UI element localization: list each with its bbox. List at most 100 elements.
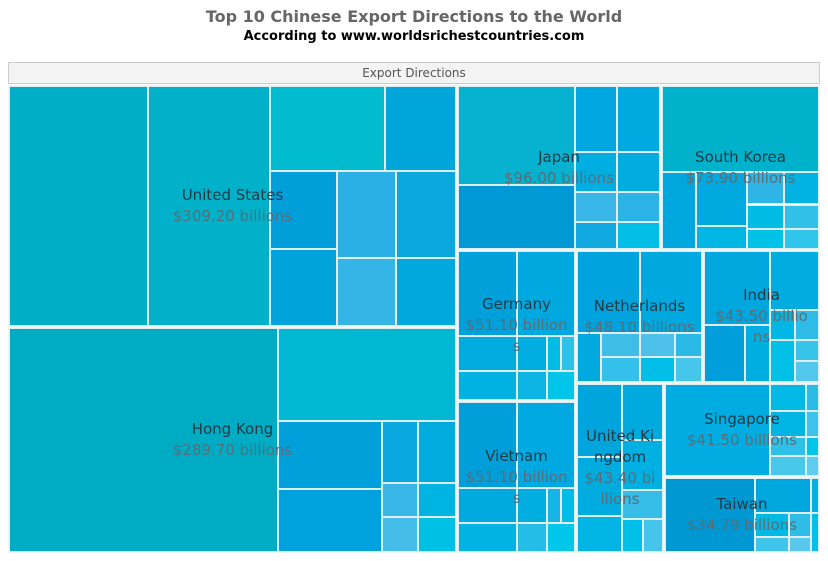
treemap-cell[interactable] bbox=[704, 251, 770, 325]
treemap-cell[interactable] bbox=[382, 482, 418, 518]
treemap-cell[interactable] bbox=[547, 335, 562, 372]
treemap-cell[interactable] bbox=[458, 251, 517, 336]
treemap-cell[interactable] bbox=[789, 537, 812, 552]
treemap-cell[interactable] bbox=[418, 421, 456, 483]
treemap-cell[interactable] bbox=[577, 251, 640, 333]
treemap-cell[interactable] bbox=[385, 86, 456, 172]
treemap-cell[interactable] bbox=[769, 411, 807, 438]
treemap-cell[interactable] bbox=[794, 360, 819, 382]
treemap-cell[interactable] bbox=[621, 519, 644, 552]
treemap-cell[interactable] bbox=[561, 487, 575, 524]
treemap-cell[interactable] bbox=[458, 371, 517, 400]
treemap-cell[interactable] bbox=[617, 86, 660, 153]
treemap-cell[interactable] bbox=[794, 339, 819, 361]
treemap-cell[interactable] bbox=[621, 440, 663, 490]
treemap-cell[interactable] bbox=[769, 339, 795, 382]
treemap-cell[interactable] bbox=[458, 402, 517, 488]
treemap-cell[interactable] bbox=[516, 487, 548, 524]
treemap-cell[interactable] bbox=[617, 191, 660, 223]
treemap-cell[interactable] bbox=[769, 455, 807, 476]
treemap-node-netherlands[interactable]: Netherlands $48.10 billions bbox=[576, 250, 703, 383]
treemap-cell[interactable] bbox=[746, 204, 785, 230]
treemap-cell[interactable] bbox=[695, 171, 747, 227]
treemap-cell[interactable] bbox=[458, 523, 517, 552]
treemap-cell[interactable] bbox=[336, 258, 397, 326]
treemap-cell[interactable] bbox=[746, 229, 785, 249]
treemap-cell[interactable] bbox=[754, 512, 790, 538]
treemap-cell[interactable] bbox=[784, 229, 819, 249]
treemap-cell[interactable] bbox=[458, 335, 517, 372]
treemap-cell[interactable] bbox=[577, 384, 622, 458]
treemap-cell[interactable] bbox=[806, 384, 819, 412]
treemap-cell[interactable] bbox=[336, 171, 397, 259]
treemap-cell[interactable] bbox=[516, 371, 548, 400]
treemap-cell[interactable] bbox=[662, 171, 696, 249]
treemap-cell[interactable] bbox=[396, 258, 456, 326]
treemap-cell[interactable] bbox=[621, 384, 663, 441]
treemap-cell[interactable] bbox=[9, 328, 278, 552]
treemap-cell[interactable] bbox=[516, 335, 548, 372]
treemap-cell[interactable] bbox=[458, 86, 575, 185]
treemap-cell[interactable] bbox=[745, 324, 770, 382]
treemap-cell[interactable] bbox=[662, 86, 819, 172]
treemap-node-south-korea[interactable]: South Korea $73.90 billions bbox=[661, 85, 820, 250]
treemap-cell[interactable] bbox=[577, 516, 622, 552]
treemap-node-japan[interactable]: Japan $96.00 billions bbox=[457, 85, 661, 250]
treemap-cell[interactable] bbox=[148, 86, 271, 326]
treemap-cell[interactable] bbox=[574, 222, 618, 249]
treemap-cell[interactable] bbox=[794, 310, 819, 340]
treemap-node-united-states[interactable]: United States $309.20 billions bbox=[8, 85, 457, 327]
treemap-cell[interactable] bbox=[754, 537, 790, 552]
treemap-cell[interactable] bbox=[547, 487, 562, 524]
treemap-node-taiwan[interactable]: Taiwan $34.79 billions bbox=[664, 477, 820, 553]
treemap-cell[interactable] bbox=[769, 251, 819, 311]
treemap-node-vietnam[interactable]: Vietnam $51.10 billion s bbox=[457, 401, 576, 553]
treemap-cell[interactable] bbox=[516, 402, 575, 488]
treemap-cell[interactable] bbox=[516, 523, 548, 552]
treemap-cell[interactable] bbox=[577, 457, 622, 517]
treemap-cell[interactable] bbox=[458, 487, 517, 524]
treemap-cell[interactable] bbox=[640, 357, 676, 382]
treemap-cell[interactable] bbox=[277, 328, 456, 422]
treemap-cell[interactable] bbox=[617, 152, 660, 192]
treemap-cell[interactable] bbox=[9, 86, 149, 326]
treemap-cell[interactable] bbox=[561, 335, 575, 372]
treemap-cell[interactable] bbox=[382, 421, 418, 483]
treemap-cell[interactable] bbox=[418, 517, 456, 552]
treemap-node-hong-kong[interactable]: Hong Kong $289.70 billions bbox=[8, 327, 457, 553]
treemap-cell[interactable] bbox=[675, 357, 702, 382]
treemap-cell[interactable] bbox=[806, 455, 819, 476]
treemap-cell[interactable] bbox=[754, 478, 812, 513]
treemap-cell[interactable] bbox=[547, 523, 575, 552]
treemap-cell[interactable] bbox=[574, 152, 618, 192]
treemap-cell[interactable] bbox=[643, 519, 663, 552]
treemap-cell[interactable] bbox=[574, 191, 618, 223]
treemap-cell[interactable] bbox=[746, 171, 785, 205]
treemap-cell[interactable] bbox=[277, 488, 383, 552]
treemap-cell[interactable] bbox=[806, 411, 819, 438]
treemap-cell[interactable] bbox=[695, 226, 747, 249]
treemap-node-germany[interactable]: Germany $51.10 billion s bbox=[457, 250, 576, 401]
treemap-node-united-kingdom[interactable]: United Ki ngdom $43.40 bi llions bbox=[576, 383, 664, 553]
treemap-cell[interactable] bbox=[270, 171, 337, 249]
treemap-cell[interactable] bbox=[577, 332, 601, 382]
treemap-cell[interactable] bbox=[270, 248, 337, 326]
treemap-cell[interactable] bbox=[600, 332, 640, 358]
treemap-cell[interactable] bbox=[811, 512, 819, 552]
treemap-cell[interactable] bbox=[640, 332, 676, 358]
treemap-cell[interactable] bbox=[811, 478, 819, 513]
treemap-cell[interactable] bbox=[621, 489, 663, 520]
treemap-cell[interactable] bbox=[418, 482, 456, 518]
treemap-cell[interactable] bbox=[574, 86, 618, 153]
treemap-node-singapore[interactable]: Singapore $41.50 billions bbox=[664, 383, 820, 477]
treemap-cell[interactable] bbox=[458, 184, 575, 249]
treemap-cell[interactable] bbox=[769, 384, 807, 412]
treemap-cell[interactable] bbox=[789, 512, 812, 538]
treemap-cell[interactable] bbox=[769, 310, 795, 340]
treemap-cell[interactable] bbox=[806, 437, 819, 456]
treemap-cell[interactable] bbox=[784, 171, 819, 205]
treemap-cell[interactable] bbox=[704, 324, 746, 382]
treemap-cell[interactable] bbox=[769, 437, 807, 456]
treemap-cell[interactable] bbox=[396, 171, 456, 259]
treemap-cell[interactable] bbox=[277, 421, 383, 489]
